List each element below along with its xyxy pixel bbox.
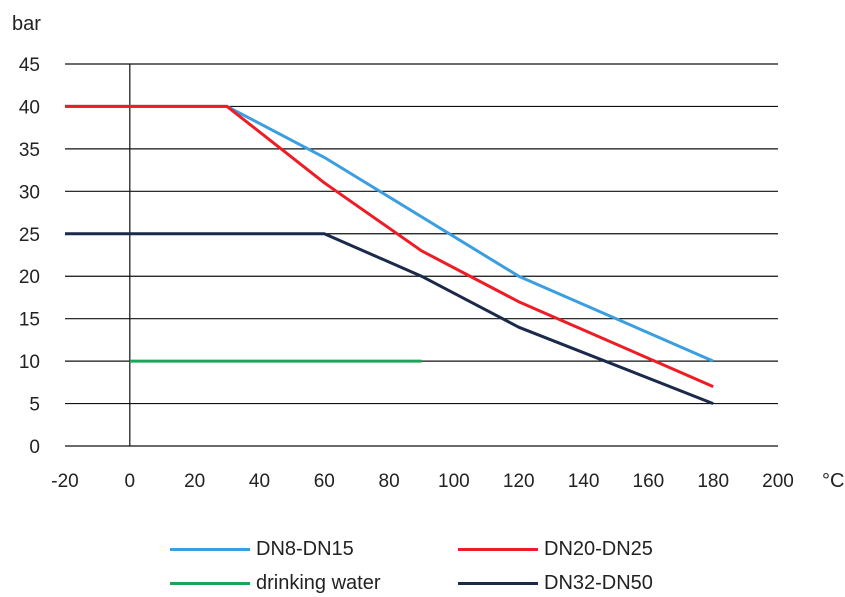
y-tick-label: 5: [29, 395, 40, 416]
grid: [65, 63, 778, 447]
legend-swatch: [170, 581, 250, 585]
x-tick-label: 20: [184, 471, 205, 492]
legend-item-dn32-dn50: DN32-DN50: [458, 572, 653, 594]
legend-swatch: [458, 581, 538, 585]
x-tick-label: 100: [438, 471, 470, 492]
x-tick-label: 80: [379, 471, 400, 492]
x-tick-label: 180: [697, 471, 729, 492]
y-tick-label: 15: [19, 310, 40, 331]
x-tick-label: 160: [633, 471, 665, 492]
y-tick-label: 20: [19, 267, 40, 288]
y-tick-label: 35: [19, 140, 40, 161]
legend-label: DN20-DN25: [544, 537, 653, 560]
x-tick-label: 140: [568, 471, 600, 492]
legend-label: drinking water: [256, 571, 381, 594]
x-tick-label: 120: [503, 471, 535, 492]
legend-swatch: [170, 547, 250, 551]
legend-swatch: [458, 547, 538, 551]
legend-label: DN8-DN15: [256, 537, 354, 560]
tick-labels: 0 5 10 15 20 25 30 35 40 45 -20 0 20 40 60 80 100 120 140 1…: [19, 55, 794, 492]
x-tick-label: 0: [125, 471, 136, 492]
y-tick-label: 30: [19, 182, 40, 203]
legend-item-drinking-water: drinking water: [170, 572, 381, 594]
x-axis-label: °C: [822, 470, 844, 492]
series-lines: [65, 104, 714, 405]
pressure-temperature-chart: 0 5 10 15 20 25 30 35 40 45 -20 0 20 40 60 80 100 120 140 1…: [12, 13, 844, 492]
series-line-dn20-dn25: [65, 104, 714, 388]
x-tick-label: -20: [51, 471, 78, 492]
x-tick-label: 40: [249, 471, 270, 492]
y-tick-label: 40: [19, 97, 40, 118]
x-tick-label: 200: [762, 471, 794, 492]
y-tick-label: 0: [29, 437, 40, 458]
y-tick-label: 10: [19, 352, 40, 373]
y-tick-label: 25: [19, 225, 40, 246]
legend-label: DN32-DN50: [544, 571, 653, 594]
legend-item-dn8-dn15: DN8-DN15: [170, 538, 354, 560]
y-tick-label: 45: [19, 55, 40, 76]
series-line-dn32-dn50: [65, 232, 714, 405]
y-axis-label: bar: [12, 13, 41, 35]
legend-item-dn20-dn25: DN20-DN25: [458, 538, 653, 560]
x-tick-label: 60: [314, 471, 335, 492]
